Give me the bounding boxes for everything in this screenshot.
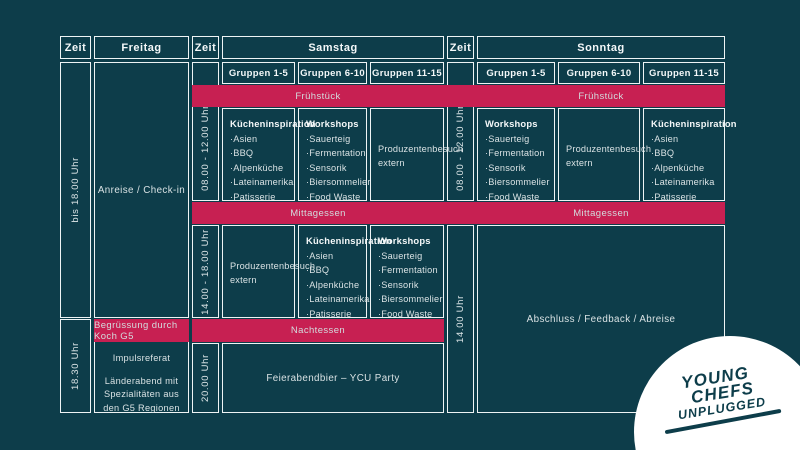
list-item: Sensorik (485, 161, 552, 176)
workshops-title: Workshops (485, 118, 538, 129)
samstag-afternoon-g2-kitchen-cell: Kücheninspiration AsienBBQAlpenkücheLate… (298, 225, 392, 319)
list-item: Food Waste (485, 190, 552, 205)
list-item: Fermentation (378, 263, 441, 278)
sonntag-gruppen-11-15-header: Gruppen 11-15 (643, 62, 725, 84)
dinner-label: Nachtessen (290, 325, 346, 336)
list-item: Sauerteig (306, 132, 364, 147)
breakfast-band: Frühstück Frühstück (192, 85, 725, 107)
sonntag-afternoon-time-cell: 14.00 Uhr (447, 225, 474, 413)
workshops-list: SauerteigFermentationSensorikBiersommeli… (378, 249, 442, 322)
list-item: Alpenküche (230, 161, 292, 176)
producer-label: Produzentenbesuch extern (230, 260, 316, 285)
kitchen-title: Kücheninspiration (306, 235, 392, 246)
sonntag-afternoon-time-label: 14.00 Uhr (455, 294, 466, 344)
list-item: Lateinamerika (306, 292, 369, 307)
list-item: Food Waste (306, 190, 364, 205)
samstag-afternoon-g1-producer-cell: Produzentenbesuch extern (222, 225, 315, 318)
samstag-morning-time-label: 08.00 - 12.00 Uhr (200, 105, 211, 191)
friday-daytime-cell: bis 18.00 Uhr (60, 62, 91, 318)
samstag-gruppen-6-10-header: Gruppen 6-10 (298, 62, 367, 84)
friday-arrival-cell: Anreise / Check-in (94, 62, 189, 318)
list-item: Fermentation (306, 146, 365, 161)
friday-daytime-label: bis 18.00 Uhr (70, 157, 81, 223)
closing-label: Abschluss / Feedback / Abreise (526, 313, 676, 325)
list-item: Sauerteig (485, 132, 552, 147)
sonntag-closing-cell: Abschluss / Feedback / Abreise (477, 225, 725, 413)
list-item: Sauerteig (378, 249, 441, 264)
header-zeit-sonntag: Zeit (447, 36, 474, 59)
sonntag-morning-time-cell: 08.00 - 12.00 Uhr (447, 62, 474, 201)
kitchen-list: AsienBBQAlpenkücheLateinamerikaPatisseri… (306, 249, 369, 322)
kitchen-list: AsienBBQAlpenkücheLateinamerikaPatisseri… (230, 132, 293, 205)
list-item: BBQ (306, 263, 364, 278)
friday-evening-time-cell: 18.30 Uhr (60, 319, 91, 413)
friday-evening-time-label: 18.30 Uhr (70, 341, 81, 391)
sonntag-gruppen-1-5-header: Gruppen 1-5 (477, 62, 555, 84)
workshops-title: Workshops (306, 118, 359, 129)
list-item: Lateinamerika (230, 175, 293, 190)
kitchen-list: AsienBBQAlpenkücheLateinamerikaPatisseri… (651, 132, 722, 205)
welcome-band: Begrüssung durch Koch G5 (94, 319, 189, 342)
sonntag-morning-g1-workshops-cell: Workshops SauerteigFermentationSensorikB… (477, 108, 555, 202)
header-freitag: Freitag (94, 36, 189, 59)
list-item: Fermentation (485, 146, 552, 161)
list-item: Patisserie (230, 190, 292, 205)
samstag-morning-g3-producer-cell: Produzentenbesuch extern (370, 108, 463, 201)
samstag-evening-time-cell: 20.00 Uhr (192, 343, 219, 413)
workshops-list: SauerteigFermentationSensorikBiersommeli… (485, 132, 552, 205)
producer-label: Produzentenbesuch extern (566, 143, 652, 168)
list-item: Lateinamerika (651, 175, 722, 190)
friday-arrival-label: Anreise / Check-in (97, 184, 186, 196)
list-item: Patisserie (651, 190, 722, 205)
header-sonntag: Sonntag (477, 36, 725, 59)
kitchen-title: Kücheninspiration (230, 118, 316, 129)
list-item: BBQ (230, 146, 292, 161)
samstag-afternoon-time-cell: 14.00 - 18.00 Uhr (192, 225, 219, 318)
list-item: Sensorik (306, 161, 364, 176)
samstag-morning-g2-workshops-cell: Workshops SauerteigFermentationSensorikB… (298, 108, 370, 202)
samstag-gruppen-1-5-header: Gruppen 1-5 (222, 62, 295, 84)
dinner-band: Nachtessen (192, 319, 444, 342)
list-item: Biersommelier (306, 175, 370, 190)
workshops-title: Workshops (378, 235, 431, 246)
list-item: Alpenküche (306, 278, 364, 293)
samstag-gruppen-11-15-header: Gruppen 11-15 (370, 62, 444, 84)
breakfast-label-samstag: Frühstück (295, 90, 341, 102)
breakfast-label-sonntag: Frühstück (578, 90, 624, 102)
kitchen-title: Kücheninspiration (651, 118, 737, 129)
list-item: Food Waste (378, 307, 441, 322)
sonntag-morning-g2-producer-cell: Produzentenbesuch extern (558, 108, 651, 201)
samstag-evening-time-label: 20.00 Uhr (200, 353, 211, 403)
samstag-afternoon-g3-workshops-cell: Workshops SauerteigFermentationSensorikB… (370, 225, 444, 319)
party-label: Feierabendbier – YCU Party (266, 372, 400, 384)
list-item: Asien (306, 249, 364, 264)
lunch-band: Mittagessen Mittagessen (192, 202, 725, 224)
list-item: Patisserie (306, 307, 364, 322)
impulse-label: Impulsreferat (112, 353, 171, 363)
list-item: Asien (230, 132, 292, 147)
samstag-afternoon-time-label: 14.00 - 18.00 Uhr (200, 228, 211, 315)
lunch-label-sonntag: Mittagessen (573, 207, 629, 219)
list-item: Alpenküche (651, 161, 722, 176)
header-samstag: Samstag (222, 36, 444, 59)
producer-label: Produzentenbesuch extern (378, 143, 464, 168)
header-zeit-samstag: Zeit (192, 36, 219, 59)
samstag-morning-time-cell: 08.00 - 12.00 Uhr (192, 62, 219, 201)
samstag-party-cell: Feierabendbier – YCU Party (222, 343, 444, 413)
list-item: Biersommelier (485, 175, 552, 190)
list-item: Asien (651, 132, 722, 147)
sonntag-morning-g3-kitchen-cell: Kücheninspiration AsienBBQAlpenkücheLate… (643, 108, 737, 202)
list-item: BBQ (651, 146, 722, 161)
lunch-label-samstag: Mittagessen (290, 207, 346, 219)
samstag-morning-g1-kitchen-cell: Kücheninspiration AsienBBQAlpenkücheLate… (222, 108, 316, 202)
workshops-list: SauerteigFermentationSensorikBiersommeli… (306, 132, 370, 205)
sonntag-gruppen-6-10-header: Gruppen 6-10 (558, 62, 640, 84)
header-zeit-left: Zeit (60, 36, 91, 59)
welcome-label: Begrüssung durch Koch G5 (94, 319, 178, 342)
list-item: Biersommelier (378, 292, 442, 307)
list-item: Sensorik (378, 278, 441, 293)
logo-text: YOUNG CHEFS UNPLUGGED (655, 360, 782, 434)
country-evening-label: Länderabend mit Spezialitäten aus den G5… (103, 375, 180, 413)
